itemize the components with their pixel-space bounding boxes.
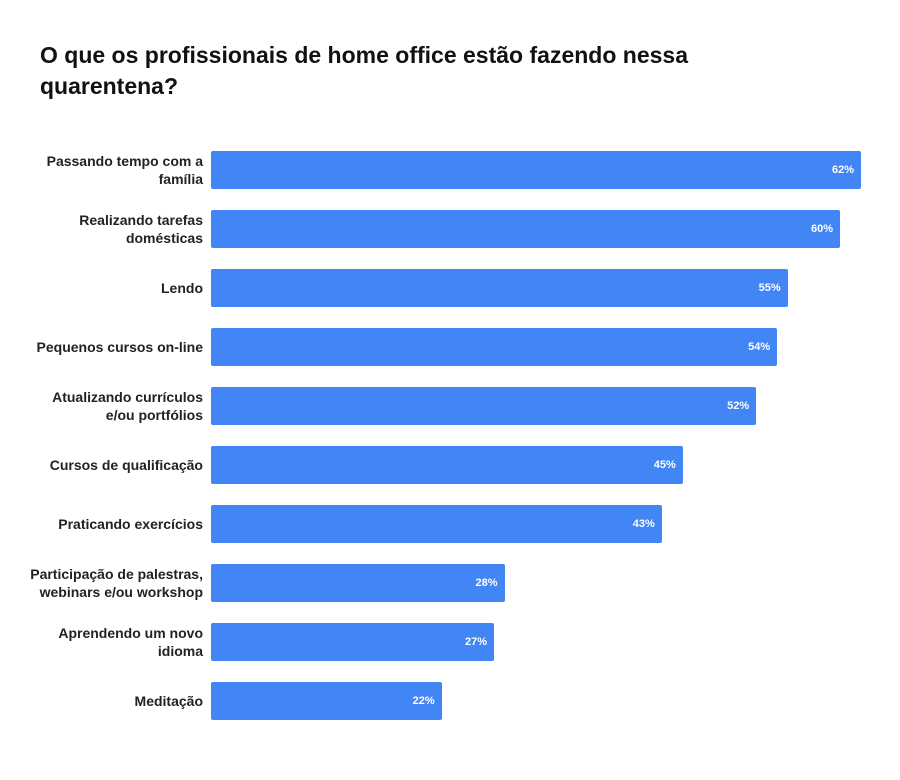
bar <box>211 623 495 661</box>
data-label: 60% <box>811 223 834 235</box>
data-label: 54% <box>748 341 771 353</box>
data-label: 43% <box>632 518 655 530</box>
data-label: 52% <box>727 400 750 412</box>
category-label: Passando tempo com a família <box>46 153 203 187</box>
category-label: Cursos de qualificação <box>49 457 203 473</box>
category-label: Pequenos cursos on-line <box>36 339 203 355</box>
bar <box>211 505 662 543</box>
data-label: 22% <box>412 695 435 707</box>
bar <box>211 387 757 425</box>
bar <box>211 328 778 366</box>
category-label: Meditação <box>134 693 203 709</box>
bar <box>211 210 841 248</box>
category-label: Realizando tarefas domésticas <box>79 212 203 246</box>
bar <box>211 564 505 602</box>
data-label: 55% <box>758 282 781 294</box>
category-label: Aprendendo um novo idioma <box>58 625 203 659</box>
bar <box>211 269 788 307</box>
data-label: 28% <box>475 577 498 589</box>
category-label: Atualizando currículos e/ou portfólios <box>52 389 203 423</box>
data-label: 62% <box>831 164 854 176</box>
bar <box>211 682 442 720</box>
chart-title: O que os profissionais de home office es… <box>40 42 688 99</box>
data-label: 27% <box>465 636 488 648</box>
category-label: Lendo <box>161 280 203 296</box>
data-label: 45% <box>653 459 676 471</box>
bar <box>211 446 683 484</box>
bar <box>211 151 861 189</box>
category-label: Participação de palestras, webinars e/ou… <box>30 566 203 600</box>
category-label: Praticando exercícios <box>58 516 203 532</box>
